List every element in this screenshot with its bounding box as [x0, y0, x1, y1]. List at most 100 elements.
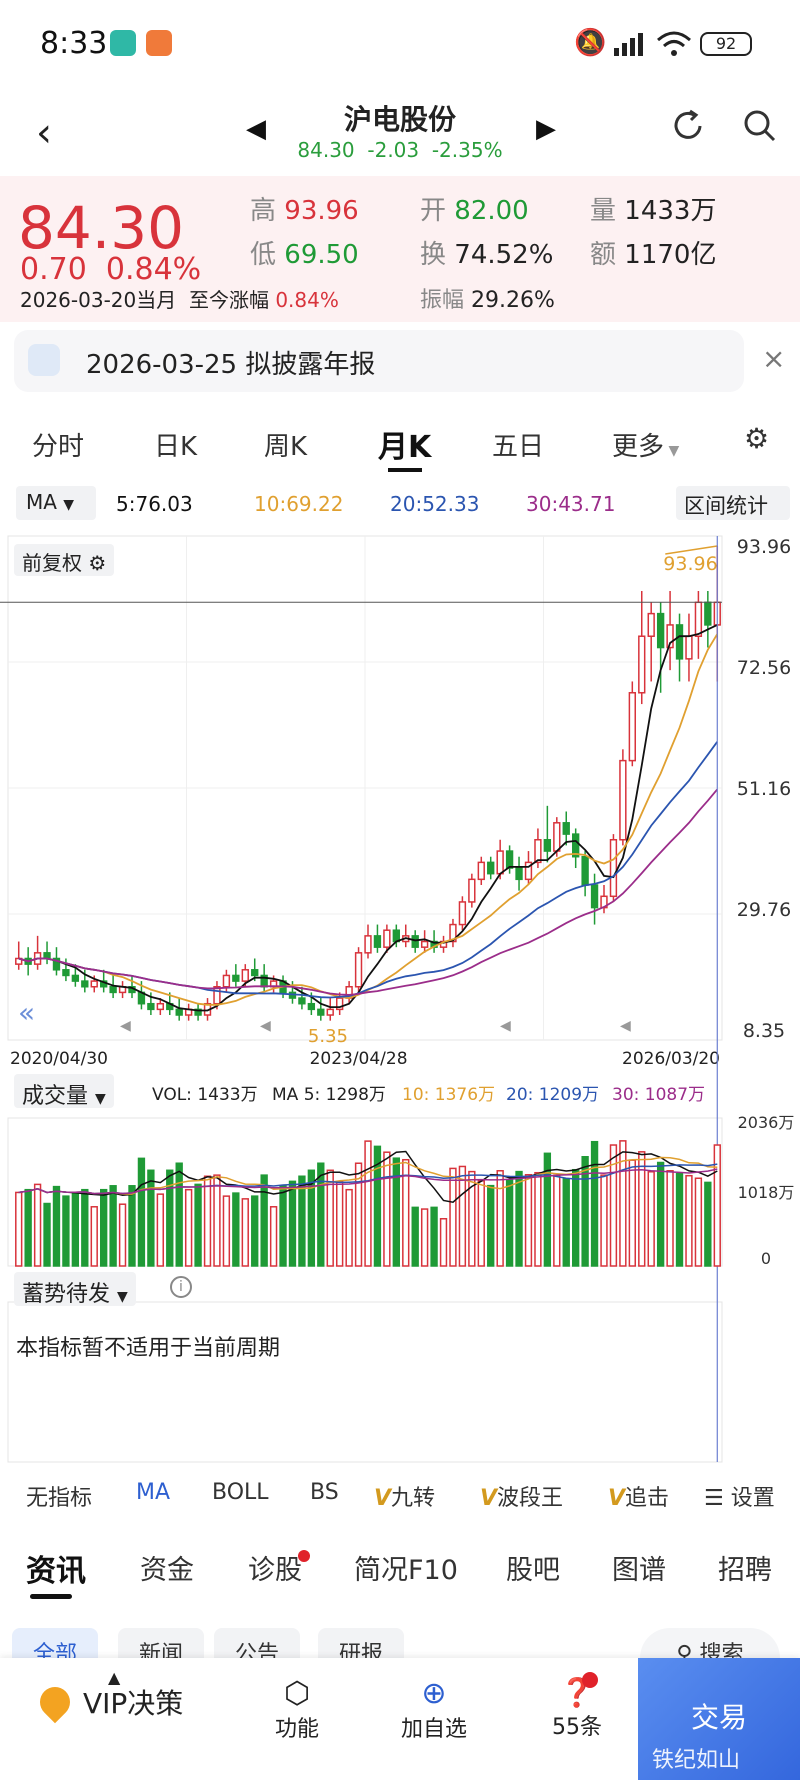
notification-dot	[582, 1672, 598, 1688]
period-tabs: 分时 日K 周K 月K 五日 更多 ▼	[0, 414, 800, 474]
ma30-line	[18, 788, 718, 996]
prev-stock-icon[interactable]: ◀	[246, 114, 266, 144]
candle-body	[364, 935, 372, 954]
up-arrow-icon: ▲	[108, 1668, 121, 1687]
itab-zhuiji-label: 追击	[625, 1486, 670, 1511]
itab-zhuiji[interactable]: V追击	[608, 1480, 669, 1512]
gear-small-icon: ⚙	[88, 551, 107, 575]
vip-label: VIP决策	[83, 1687, 184, 1720]
itab-ma[interactable]: MA	[136, 1480, 171, 1505]
candle-body	[562, 822, 570, 835]
tab-forum[interactable]: 股吧	[506, 1555, 560, 1586]
refresh-icon[interactable]	[668, 106, 708, 146]
candle-body	[373, 935, 382, 948]
volume-selector[interactable]: 成交量 ▼	[14, 1074, 114, 1109]
volume-bar	[128, 1185, 136, 1267]
tab-capital[interactable]: 资金	[140, 1555, 194, 1586]
range-stats-button[interactable]: 区间统计	[676, 486, 790, 520]
adjust-selector[interactable]: 前复权 ⚙	[14, 544, 115, 576]
volume-bar	[52, 1185, 61, 1267]
wifi-icon	[657, 31, 691, 56]
volume-bar	[487, 1184, 495, 1267]
tab-graph[interactable]: 图谱	[612, 1555, 666, 1586]
search-icon[interactable]	[740, 106, 780, 146]
volume-bar	[383, 1151, 391, 1267]
volume-selector-label: 成交量	[22, 1084, 89, 1109]
candle-body	[156, 1002, 164, 1011]
kline-chart[interactable]: 93.96 72.56 51.16 29.76 8.35 2020/04/30 2023/0…	[0, 528, 800, 1468]
question-icon: ❓	[559, 1676, 595, 1709]
candle-body	[458, 901, 467, 926]
app-notification-icon-2	[146, 30, 172, 56]
indicator-selector[interactable]: 蓄势待发 ▼	[14, 1272, 136, 1307]
questions-count: 55条	[552, 1715, 602, 1740]
news-tab-underline	[30, 1594, 72, 1599]
volume-bar	[496, 1170, 504, 1267]
candle-body	[704, 601, 712, 626]
gear-icon[interactable]: ⚙	[744, 422, 770, 455]
volume-bar	[288, 1180, 297, 1267]
volume-bar	[704, 1181, 712, 1267]
next-stock-icon[interactable]: ▶	[536, 114, 556, 144]
indicator-settings-button[interactable]: ☰ 设置	[700, 1480, 775, 1512]
itab-jiuzhuan[interactable]: V九转	[374, 1480, 435, 1512]
app-notification-icon	[110, 30, 136, 56]
volume-label: 量	[590, 196, 617, 226]
itab-none[interactable]: 无指标	[26, 1486, 93, 1511]
tab-monthly-k[interactable]: 月K	[378, 430, 432, 465]
candle-body	[694, 601, 703, 637]
x-tick-label: 2020/04/30	[10, 1049, 108, 1069]
function-button[interactable]: ⬡ 功能	[262, 1676, 332, 1743]
add-watchlist-label: 加自选	[400, 1717, 467, 1742]
back-icon[interactable]: ‹	[36, 110, 52, 156]
volume-bar	[420, 1208, 429, 1267]
candle-body	[90, 980, 98, 988]
tab-daily-k[interactable]: 日K	[154, 432, 198, 462]
tab-intraday[interactable]: 分时	[32, 432, 85, 462]
tab-weekly-k[interactable]: 周K	[264, 432, 308, 462]
tab-diagnosis[interactable]: 诊股	[248, 1555, 302, 1586]
itab-bs[interactable]: BS	[310, 1480, 339, 1505]
candle-body	[647, 612, 655, 637]
candle-body	[307, 1002, 316, 1011]
volume-bar	[430, 1206, 438, 1267]
ma-selector[interactable]: MA ▼	[16, 486, 96, 520]
candle-body	[628, 692, 636, 762]
volume-bar	[345, 1188, 353, 1267]
candle-body	[553, 822, 561, 852]
x-tick-label: 2023/04/28	[310, 1049, 408, 1069]
questions-button[interactable]: ❓ 55条	[540, 1676, 614, 1741]
vip-button[interactable]: ▲ VIP决策	[33, 1668, 200, 1724]
add-watchlist-button[interactable]: ⊕ 加自选	[394, 1676, 474, 1743]
period-marker-icon: ◀	[500, 1018, 511, 1034]
ma10-value: 10:69.22	[254, 492, 344, 516]
candle-body	[543, 839, 552, 852]
tab-five-day[interactable]: 五日	[492, 432, 545, 462]
candle-body	[524, 861, 533, 881]
vol-ma30-line	[18, 1168, 718, 1195]
info-icon[interactable]: i	[170, 1276, 192, 1298]
volume-bar	[581, 1155, 589, 1267]
trade-button[interactable]: 交易	[638, 1658, 800, 1780]
volume-field: 量 1433万	[590, 190, 716, 227]
cum-value: 0.84%	[275, 288, 339, 312]
volume-bar	[307, 1169, 316, 1267]
itab-boduanwang[interactable]: V波段王	[480, 1480, 563, 1512]
candle-body	[213, 986, 221, 1005]
tab-more[interactable]: 更多 ▼	[612, 426, 679, 463]
report-notice[interactable]: 2026-03-25 拟披露年报	[14, 330, 744, 392]
open-label: 开	[420, 196, 447, 226]
candle-body	[619, 759, 627, 841]
volume-bar	[675, 1173, 684, 1267]
volume-bar	[402, 1158, 410, 1267]
tab-hiring[interactable]: 招聘	[718, 1555, 772, 1586]
candle-body	[109, 986, 117, 994]
tab-news-info[interactable]: 资讯	[26, 1554, 86, 1589]
close-icon[interactable]: ×	[762, 342, 786, 375]
ma20-value: 20:52.33	[390, 492, 480, 516]
tab-f10[interactable]: 简况F10	[354, 1555, 458, 1586]
mute-icon: 🔕	[574, 28, 607, 58]
candle-body	[354, 952, 363, 988]
candle-body	[317, 1008, 325, 1016]
itab-boll[interactable]: BOLL	[212, 1480, 269, 1505]
